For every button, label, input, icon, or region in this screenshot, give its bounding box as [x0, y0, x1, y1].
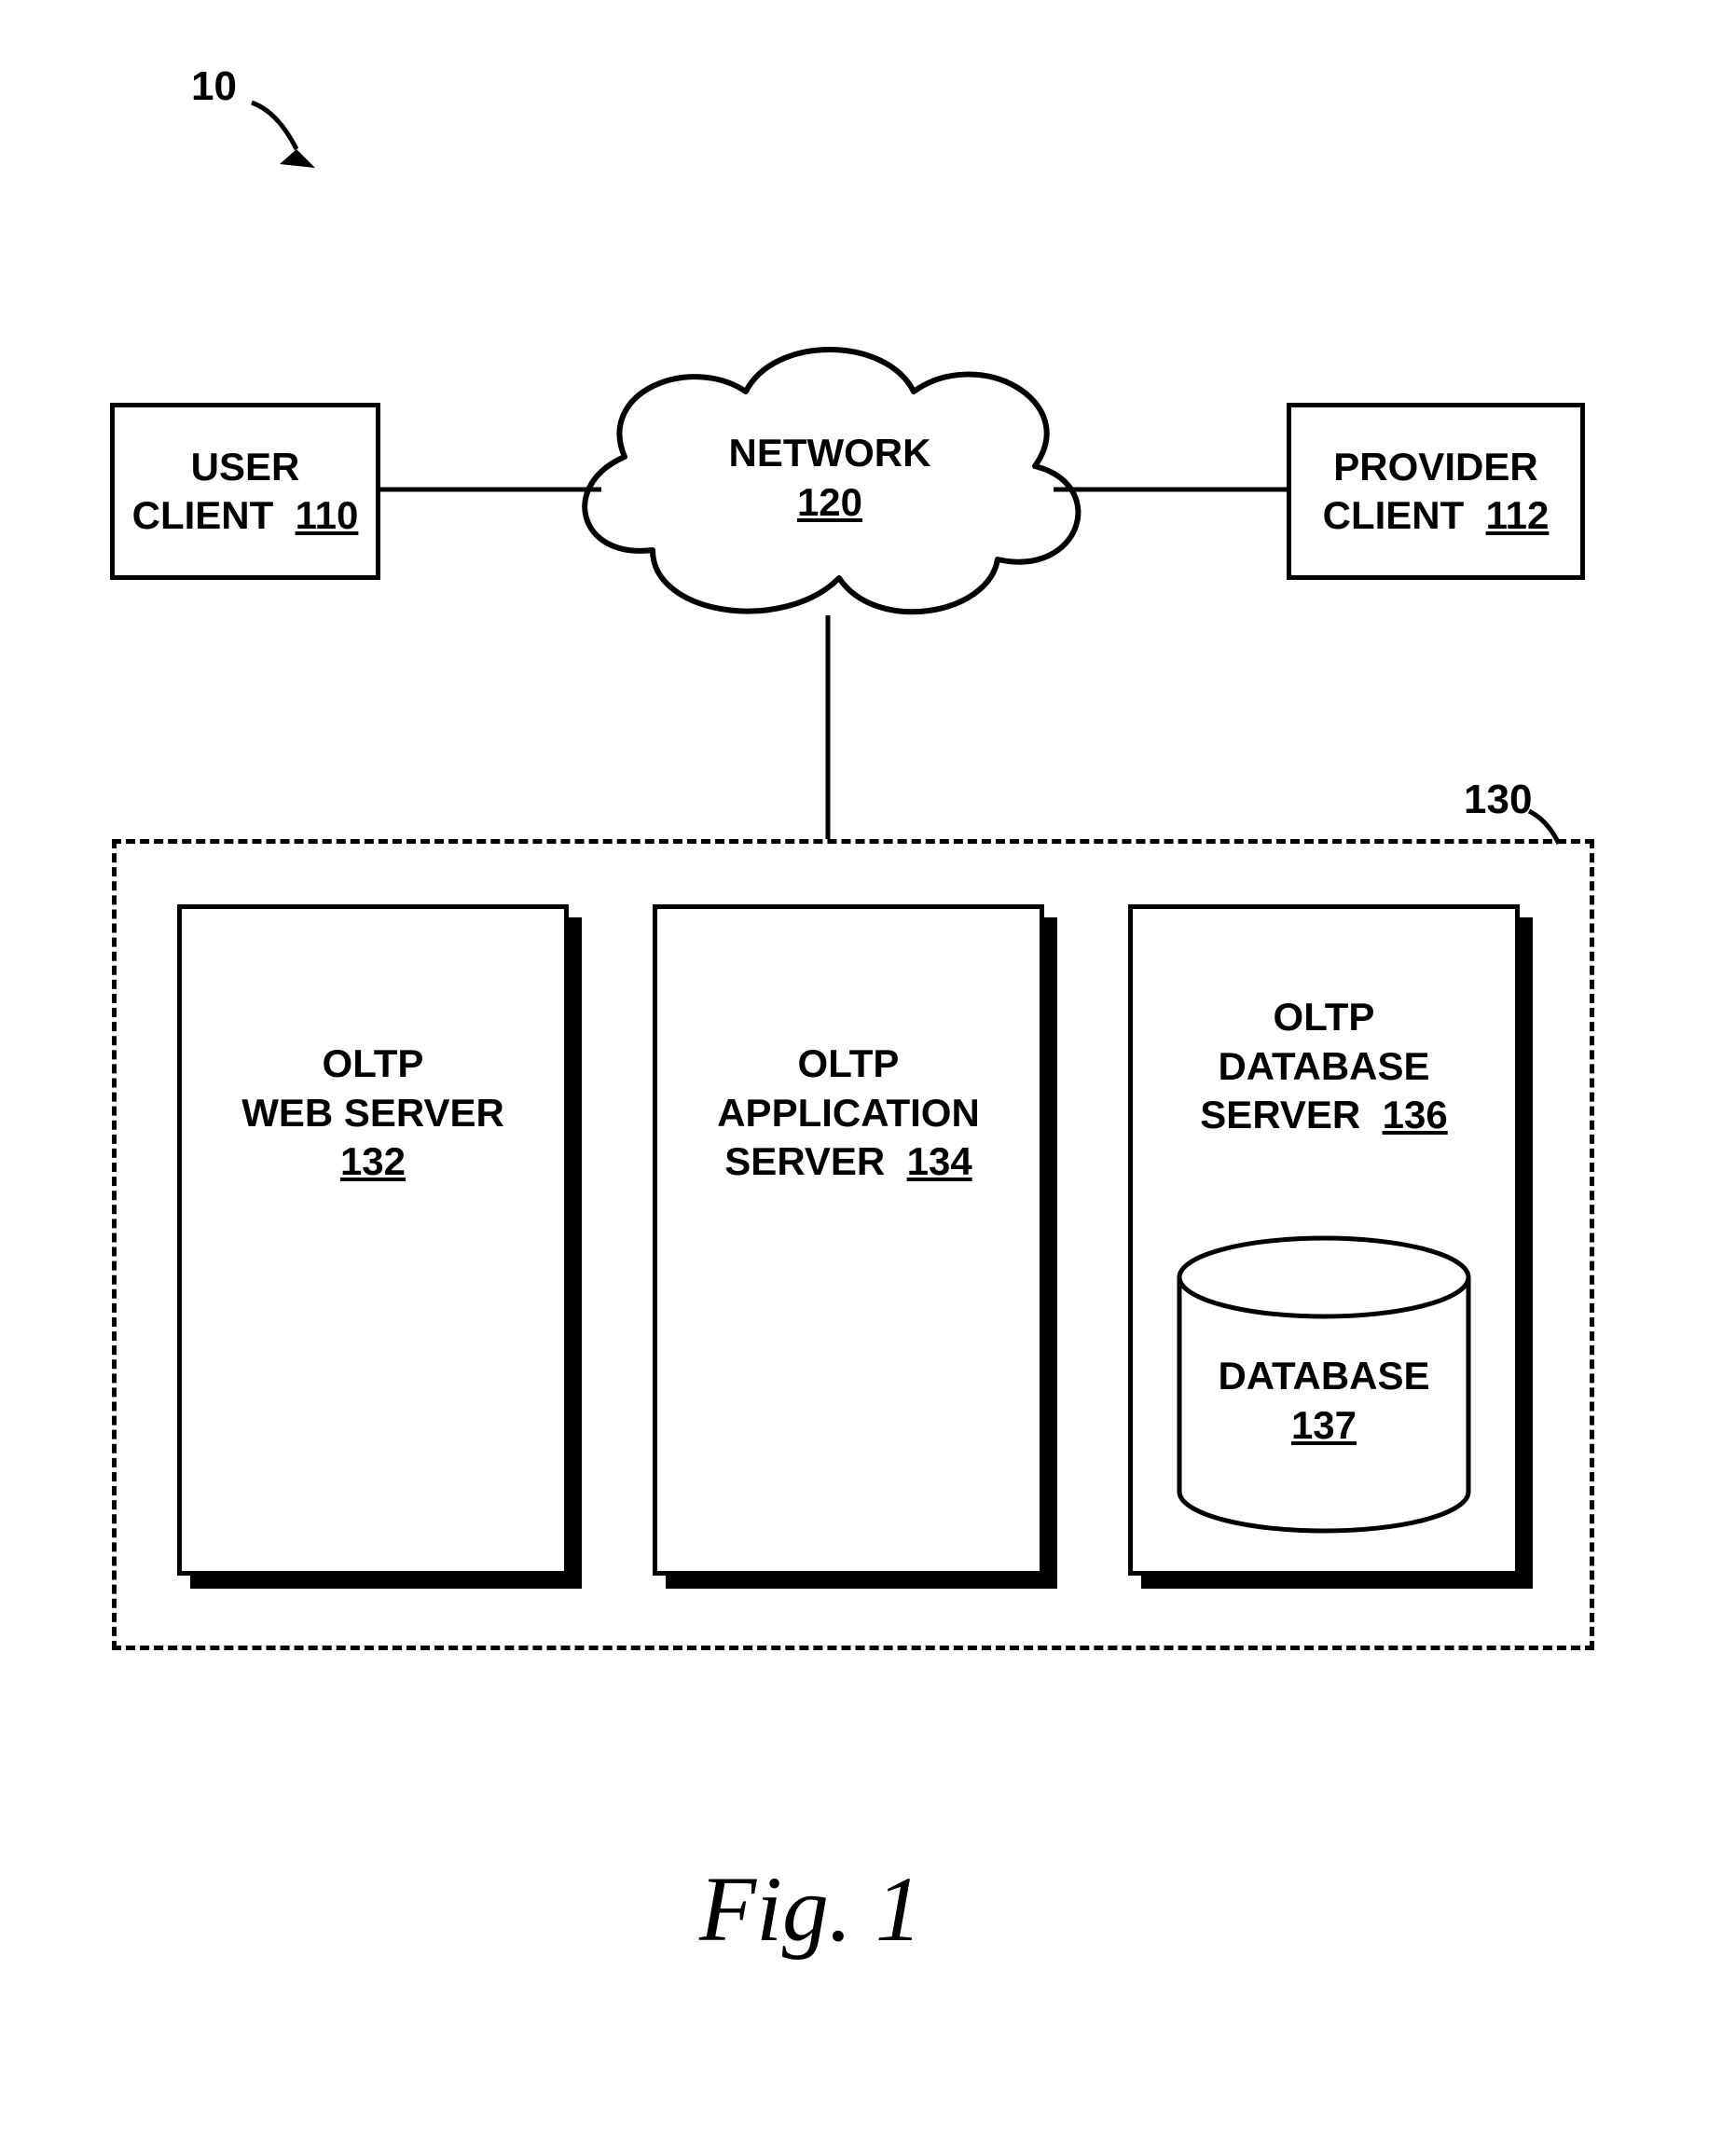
database-label: DATABASE 137 [1207, 1352, 1440, 1450]
diagram-canvas: 10 USER CLIENT 110 NETWORK 120 PROVIDER … [0, 0, 1736, 2135]
database-cylinder [0, 0, 1736, 1865]
figure-caption: Fig. 1 [699, 1855, 922, 1963]
